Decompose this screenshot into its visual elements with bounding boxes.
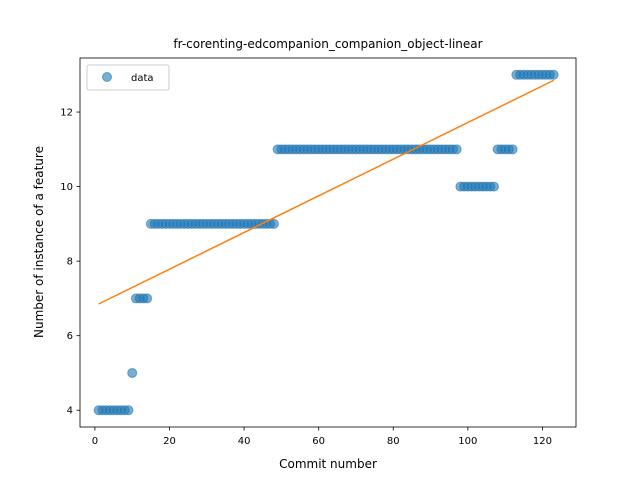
y-tick-label: 10 [60, 182, 73, 193]
data-point [142, 293, 153, 304]
fit-line [98, 79, 554, 305]
axes-frame [79, 57, 577, 428]
x-tick-label: 60 [312, 436, 325, 447]
data-point [507, 144, 518, 155]
y-axis-label: Number of instance of a feature [32, 146, 46, 338]
data-point [127, 367, 138, 378]
y-tick-label: 12 [60, 108, 73, 119]
x-tick-label: 100 [458, 436, 477, 447]
data-point [123, 405, 134, 416]
y-tick-label: 6 [67, 331, 73, 342]
x-axis: 0 20 40 60 80 100 120 [92, 427, 552, 447]
data-point [488, 181, 499, 192]
data-point [451, 144, 462, 155]
legend-label-data: data [131, 73, 154, 84]
data-point [548, 69, 559, 80]
x-tick-label: 0 [92, 436, 98, 447]
x-axis-label: Commit number [279, 457, 377, 471]
x-tick-label: 120 [533, 436, 552, 447]
legend-box [86, 64, 170, 91]
y-tick-label: 8 [67, 257, 73, 268]
legend-marker-data [102, 72, 112, 82]
x-tick-label: 40 [238, 436, 251, 447]
x-tick-label: 80 [387, 436, 400, 447]
legend: data [86, 64, 170, 91]
y-tick-label: 4 [67, 406, 73, 417]
y-axis: 4 6 8 10 12 [60, 108, 80, 417]
x-tick-label: 20 [163, 436, 176, 447]
plot-area [93, 69, 559, 416]
data-point [268, 218, 279, 229]
chart-title: fr-corenting-edcompanion_companion_objec… [173, 37, 482, 51]
